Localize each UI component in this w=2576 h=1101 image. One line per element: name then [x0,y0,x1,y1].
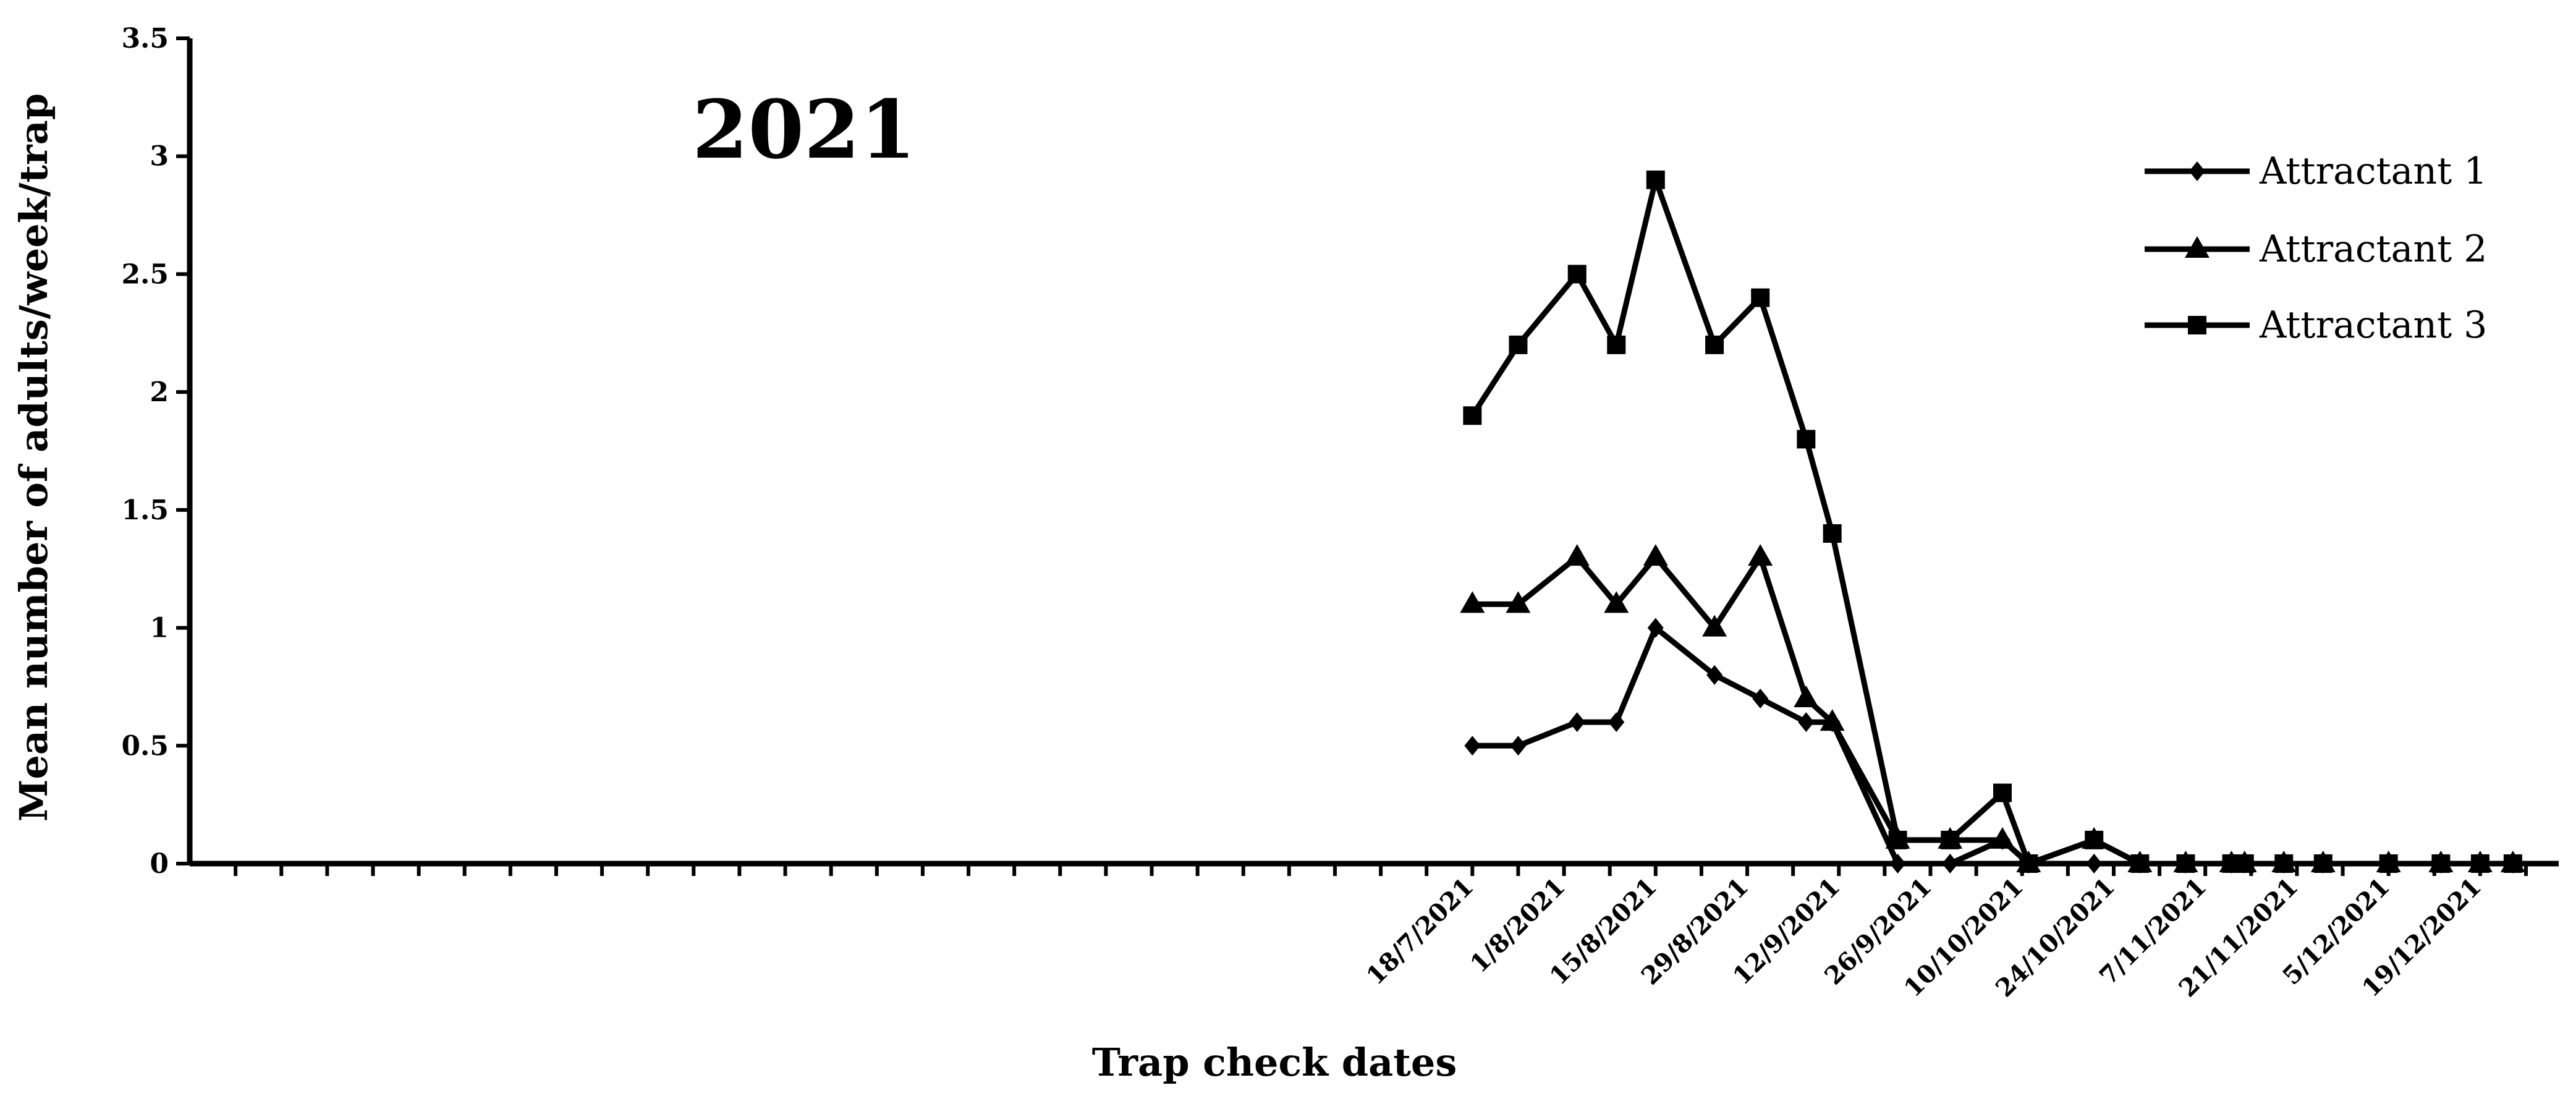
series-line [1470,177,2513,867]
data-point [1889,854,1906,874]
y-tick-label: 0.5 [121,730,169,762]
data-point [1567,265,1587,284]
data-point [1941,830,1960,849]
data-point [1564,544,1590,566]
data-point [2176,854,2195,873]
data-point [2431,854,2451,873]
data-point [1752,689,1769,708]
y-tick-label: 3.5 [121,23,169,54]
data-point [2379,854,2398,873]
legend-item-3: Attractant 3 [2145,304,2487,347]
data-point [1823,524,1842,543]
data-point [2086,854,2103,874]
x-tick-label: 18/7/2021 [1361,872,1480,991]
data-point [1797,430,1816,449]
data-point [1798,712,1815,733]
y-tick-label: 3 [150,141,169,172]
data-point [1702,614,1727,637]
legend-label: Attractant 2 [2259,227,2487,271]
data-point [1569,712,1585,733]
data-point [1460,591,1485,613]
y-tick-label: 1.5 [121,495,169,526]
data-point [1608,712,1625,733]
series-line [1472,554,2513,867]
legend-label: Attractant 1 [2259,150,2487,193]
data-point [1706,665,1723,685]
data-point [2235,854,2254,873]
y-axis-title: Mean number of adults/week/trap [11,93,56,822]
legend-item-1: Attractant 1 [2145,150,2487,193]
data-point [2313,854,2332,873]
series-layer [1460,170,2525,874]
data-point [2274,854,2294,873]
data-point [1993,783,2012,802]
data-point [1751,288,1770,307]
y-tick-label: 2 [150,376,169,408]
data-point [1820,709,1845,731]
data-point [1942,854,1959,874]
data-point [1607,335,1626,354]
series-1 [1464,618,2521,874]
series-line [1472,625,2513,867]
data-point [1705,335,1724,354]
data-point [1748,544,1773,566]
data-point [1794,686,1819,707]
data-point [1464,736,1481,756]
data-point [2085,830,2104,849]
data-point [2130,854,2150,873]
data-point [1647,618,1664,638]
x-axis-title: Trap check dates [1092,1040,1457,1085]
y-tick-label: 2.5 [121,258,169,290]
legend-label: Attractant 3 [2259,304,2487,347]
legend-marker [2188,316,2206,334]
data-point [1643,544,1668,566]
data-point [1510,736,1527,756]
y-tick-label: 1 [150,613,169,644]
data-point [1989,827,2015,849]
data-point [2470,854,2489,873]
data-point [1509,335,1528,354]
data-point [1646,170,1665,189]
data-point [1463,406,1482,425]
data-point [2503,854,2522,873]
data-point [1888,830,1907,849]
data-point [1604,591,1629,613]
data-point [2019,854,2038,873]
legend-marker [2189,161,2205,181]
legend-item-2: Attractant 2 [2145,227,2487,271]
series-3 [1463,170,2522,873]
y-tick-label: 0 [150,848,169,880]
legend: Attractant 1 Attractant 2 Attractant 3 [2145,150,2487,347]
legend-marker [2185,236,2210,258]
data-point [1506,591,1531,613]
chart-annotation-year: 2021 [692,82,916,177]
